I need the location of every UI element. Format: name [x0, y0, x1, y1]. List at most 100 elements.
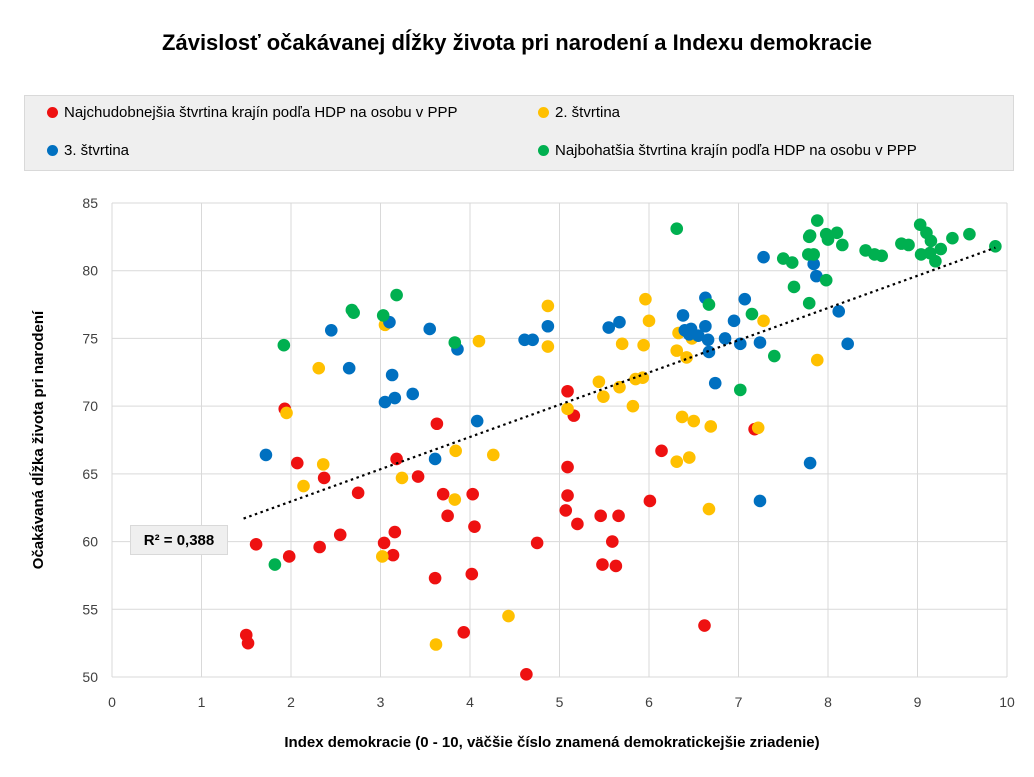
data-point [745, 307, 759, 321]
data-point [810, 353, 824, 367]
data-point [733, 337, 747, 351]
legend-label: 2. štvrtina [555, 104, 621, 121]
data-point [738, 292, 752, 306]
trendline [243, 246, 996, 520]
data-point [333, 528, 347, 542]
data-point [757, 250, 770, 264]
data-point [277, 338, 291, 352]
data-point [803, 456, 817, 470]
data-point [787, 280, 801, 294]
data-point [502, 609, 515, 623]
data-point [832, 305, 846, 318]
data-point [411, 470, 425, 483]
legend-marker-green [538, 145, 549, 156]
data-point [596, 558, 609, 571]
y-tick-label: 75 [82, 330, 98, 346]
data-point [934, 242, 948, 256]
data-point [428, 571, 442, 585]
data-point [541, 340, 555, 353]
data-point [702, 298, 716, 311]
data-point [268, 558, 282, 571]
data-point [946, 231, 959, 245]
data-point [807, 257, 820, 271]
data-point [751, 421, 765, 435]
data-point [470, 414, 484, 428]
data-point [541, 319, 555, 333]
data-point [708, 376, 722, 390]
r-squared-label: R² = 0,388 [130, 525, 228, 555]
data-point [571, 517, 584, 531]
grid [111, 202, 1008, 678]
data-point [561, 402, 574, 416]
x-tick-label: 5 [556, 694, 564, 710]
data-point [875, 249, 888, 263]
data-point [297, 479, 310, 493]
data-point [963, 227, 976, 241]
data-point [924, 234, 938, 248]
data-point [655, 444, 668, 458]
data-point [606, 535, 619, 548]
data-point [676, 309, 690, 322]
data-point [313, 540, 326, 554]
data-point [670, 455, 684, 468]
data-point [280, 406, 293, 420]
x-tick-label: 2 [287, 694, 295, 710]
data-points [239, 214, 1002, 681]
legend-label: Najchudobnejšia štvrtina krajín podľa HD… [64, 104, 458, 121]
x-tick-label: 9 [914, 694, 922, 710]
data-point [785, 256, 799, 269]
data-point [430, 417, 444, 431]
x-tick-label: 3 [377, 694, 385, 710]
data-point [594, 509, 607, 523]
data-point [448, 336, 462, 349]
data-point [530, 536, 544, 550]
y-tick-label: 80 [82, 263, 98, 279]
data-point [457, 626, 471, 639]
y-tick-label: 60 [82, 534, 98, 550]
legend: Najchudobnejšia štvrtina krajín podľa HD… [24, 95, 1014, 171]
data-point [592, 375, 606, 389]
data-point [609, 559, 623, 573]
data-point [810, 214, 824, 227]
data-point [768, 349, 781, 363]
data-point [377, 536, 391, 550]
data-point [989, 240, 1002, 253]
data-point [810, 269, 823, 283]
data-point [486, 448, 500, 462]
data-point [466, 487, 479, 501]
data-point [290, 456, 304, 470]
data-point [830, 226, 844, 240]
data-point [316, 458, 330, 471]
data-point [802, 296, 816, 310]
data-point [698, 619, 711, 632]
data-point [406, 387, 420, 401]
data-point [465, 567, 479, 581]
data-point [929, 254, 942, 268]
data-point [436, 487, 450, 501]
y-tick-label: 85 [82, 195, 98, 211]
data-point [836, 238, 849, 252]
data-point [347, 306, 360, 319]
x-tick-label: 4 [466, 694, 474, 710]
data-point [643, 494, 657, 508]
legend-item-richest: Najbohatšia štvrtina krajín podľa HDP na… [538, 142, 917, 159]
y-tick-label: 65 [82, 466, 98, 482]
data-point [803, 229, 817, 242]
data-point [687, 414, 701, 428]
data-point [691, 329, 705, 343]
data-point [385, 368, 399, 382]
data-point [670, 222, 684, 236]
data-point [841, 337, 854, 351]
legend-marker-yellow [538, 107, 549, 118]
data-point [390, 288, 403, 302]
data-point [429, 638, 443, 651]
data-point [675, 410, 689, 424]
data-point [559, 504, 573, 517]
data-point [699, 319, 712, 333]
data-point [636, 371, 650, 385]
data-point [388, 525, 402, 539]
data-point [249, 537, 263, 551]
legend-marker-red [47, 107, 58, 118]
data-point [378, 395, 392, 409]
y-tick-label: 50 [82, 669, 98, 685]
